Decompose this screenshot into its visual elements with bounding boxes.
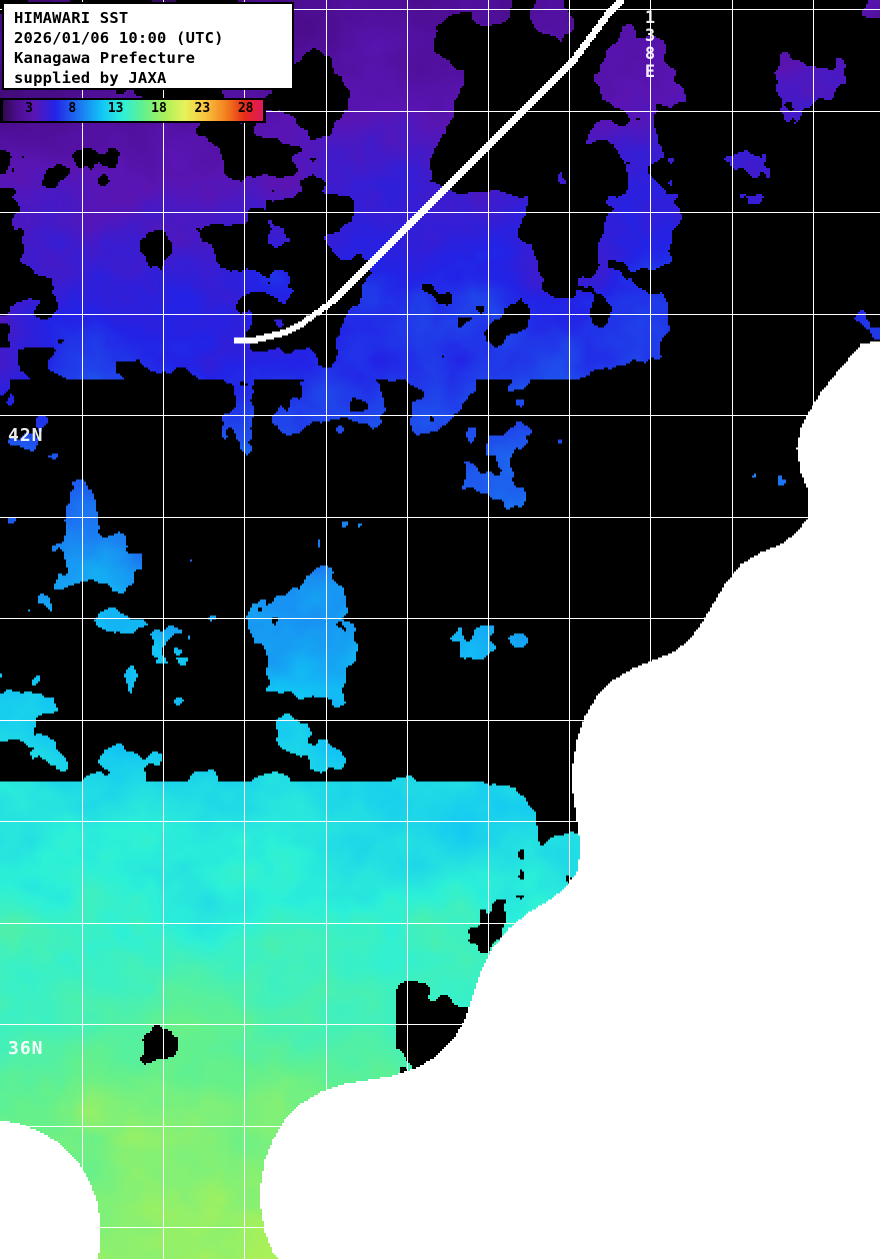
longitude-label-138e: 138E xyxy=(640,8,660,80)
colorbar-gradient xyxy=(3,100,263,121)
latitude-label-42n: 42N xyxy=(8,425,44,446)
product-region: Kanagawa Prefecture xyxy=(14,49,196,67)
latitude-label-36n: 36N xyxy=(8,1038,44,1059)
sst-colorbar: 3 8 13 18 23 28 xyxy=(0,98,266,123)
product-info-box: HIMAWARI SST 2026/01/06 10:00 (UTC) Kana… xyxy=(2,2,294,90)
product-datetime: 2026/01/06 10:00 (UTC) xyxy=(14,29,224,47)
colorbar-tick-8: 8 xyxy=(68,101,77,116)
product-title: HIMAWARI SST xyxy=(14,9,129,27)
colorbar-tick-28: 28 xyxy=(237,101,254,116)
colorbar-tick-23: 23 xyxy=(194,101,211,116)
product-credit: supplied by JAXA xyxy=(14,69,167,87)
colorbar-tick-18: 18 xyxy=(151,101,167,116)
colorbar-tick-3: 3 xyxy=(25,101,33,116)
colorbar-tick-13: 13 xyxy=(107,101,124,116)
